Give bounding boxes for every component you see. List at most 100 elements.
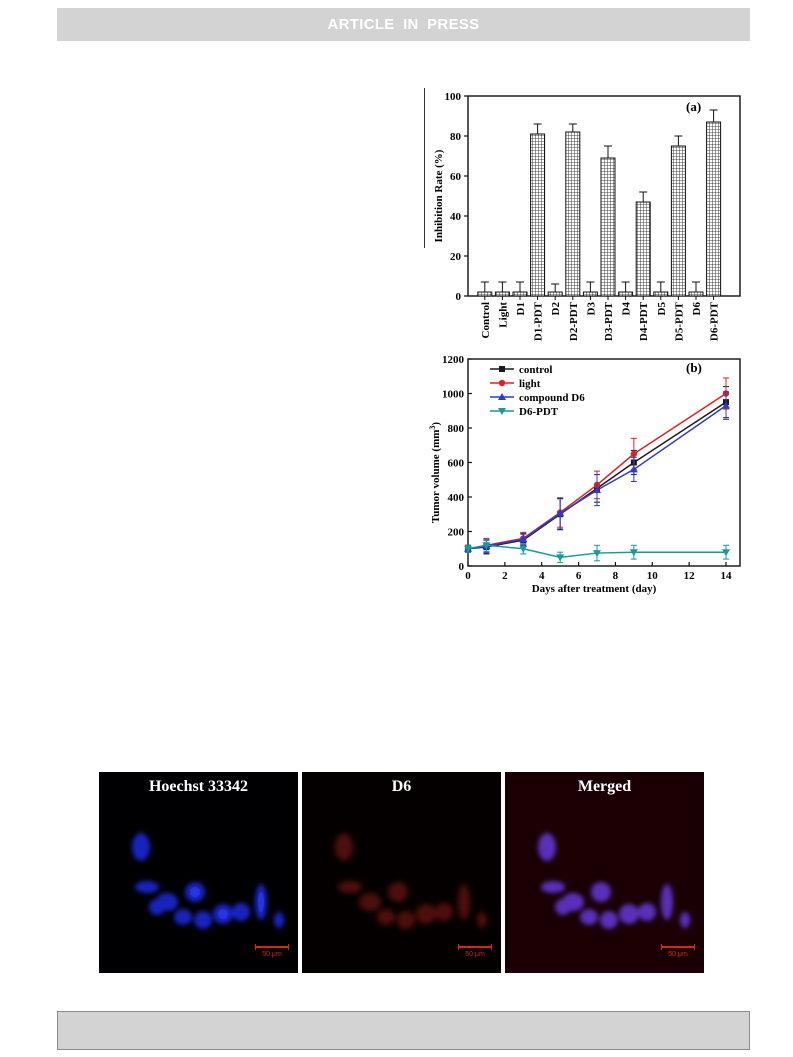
hoechst-cells-image (132, 833, 284, 929)
panel-label: (b) (686, 360, 702, 375)
x-tick-label: D4-PDT (638, 301, 650, 341)
x-tick-label: 14 (721, 570, 733, 582)
x-tick-label: D6-PDT (709, 301, 721, 341)
bar (565, 131, 581, 297)
data-point (498, 379, 506, 387)
x-tick-label: D1-PDT (533, 301, 545, 341)
data-point (519, 535, 528, 543)
data-point (629, 549, 638, 557)
y-axis-label: Tumor volume (mm3) (428, 422, 443, 524)
y-axis-label-end: ) (430, 422, 442, 426)
bar (530, 133, 546, 297)
data-point (722, 401, 730, 409)
y-tick-label: 0 (459, 561, 465, 573)
merged-panel: Merged 50 μm (505, 772, 704, 973)
data-point (556, 554, 565, 562)
x-tick-label: Control (480, 302, 492, 338)
x-tick-label: D4 (621, 302, 633, 316)
data-point (722, 549, 730, 557)
merged-cells-image (538, 833, 690, 929)
bar (618, 291, 634, 297)
scale-bar (458, 944, 492, 950)
x-tick-label: D1 (515, 302, 527, 315)
bar (477, 291, 493, 297)
data-point (499, 366, 505, 372)
fluorescence-microscopy-figure: Hoechst 33342 50 μm D6 50 μm (99, 772, 704, 973)
scale-label: 50 μm (262, 951, 282, 958)
y-tick-label: 0 (456, 291, 462, 303)
data-point (556, 509, 565, 517)
figure-margin-rule (424, 88, 425, 248)
x-tick-label: D3-PDT (603, 301, 615, 341)
x-tick-label: 10 (647, 570, 659, 582)
tumor-volume-line-chart: 0 200 400 600 800 1000 1200 0 2 4 6 8 10 12 14 Days aft… (428, 354, 741, 595)
legend-label: D6-PDT (519, 406, 559, 418)
data-point (593, 486, 601, 494)
x-tick-label: D6 (691, 302, 703, 316)
y-tick-label: 1200 (442, 354, 465, 366)
series-light (464, 377, 730, 553)
legend-label: light (519, 378, 541, 390)
citation-footer-box (57, 1011, 750, 1050)
data-point (482, 542, 491, 550)
y-tick-label: 100 (445, 91, 462, 103)
y-tick-label: 200 (448, 527, 465, 539)
panel-title: D6 (391, 778, 412, 795)
y-tick-label: 60 (450, 171, 462, 183)
data-point (519, 545, 528, 553)
bar (512, 291, 528, 297)
bar (547, 291, 563, 297)
data-point (593, 550, 601, 558)
inhibition-rate-bar-chart: 0 20 40 60 80 100 Inhibition Rate (%) Control Li… (433, 91, 741, 341)
panel-label: (a) (686, 99, 701, 114)
x-tick-label: 4 (539, 570, 545, 582)
scale-bar (255, 944, 289, 950)
y-tick-label: 600 (448, 458, 465, 470)
x-tick-label: 2 (502, 570, 508, 582)
scale-label: 50 μm (668, 951, 688, 958)
plot-frame (467, 358, 741, 567)
legend-label: control (519, 364, 552, 376)
panel-title: Merged (577, 778, 632, 795)
y-axis-label: Inhibition Rate (%) (433, 149, 445, 242)
hoechst-panel: Hoechst 33342 50 μm (99, 772, 298, 973)
y-tick-label: 40 (450, 211, 462, 223)
bar (582, 291, 598, 297)
scale-bar (661, 944, 695, 950)
article-in-press-banner: ARTICLE IN PRESS (57, 8, 750, 41)
data-point (464, 545, 472, 553)
bar (635, 201, 651, 297)
x-tick-label: 6 (576, 570, 582, 582)
x-tick-label: 0 (465, 570, 471, 582)
x-tick-label: D2 (550, 302, 562, 316)
data-point (498, 408, 506, 415)
panel-title: Hoechst 33342 (148, 778, 249, 795)
y-tick-label: 400 (448, 492, 465, 504)
d6-cells-image (335, 833, 487, 929)
x-tick-label: Light (497, 302, 509, 328)
bar (670, 145, 686, 297)
y-tick-label: 80 (450, 131, 462, 143)
x-tick-label: 8 (613, 570, 619, 582)
scale-label: 50 μm (465, 951, 485, 958)
x-tick-label: D5-PDT (673, 301, 685, 341)
bar (706, 121, 722, 297)
y-tick-label: 1000 (442, 389, 465, 401)
bar (688, 291, 704, 297)
d6-panel: D6 50 μm (302, 772, 501, 973)
y-axis-label-main: Tumor volume (mm (430, 430, 442, 524)
y-axis-label-sup: 3 (428, 426, 437, 430)
data-point (629, 465, 638, 473)
series-d6-pdt (464, 538, 730, 564)
data-point (498, 393, 506, 400)
bar (494, 291, 510, 297)
y-tick-label: 800 (448, 423, 465, 435)
x-tick-label: 12 (684, 570, 696, 582)
bar (653, 291, 669, 297)
x-tick-label: D3 (585, 302, 597, 316)
y-tick-label: 20 (450, 251, 462, 263)
data-point (630, 450, 638, 458)
bar (600, 157, 616, 297)
x-tick-label: D2-PDT (568, 301, 580, 341)
x-tick-label: D5 (656, 302, 668, 316)
